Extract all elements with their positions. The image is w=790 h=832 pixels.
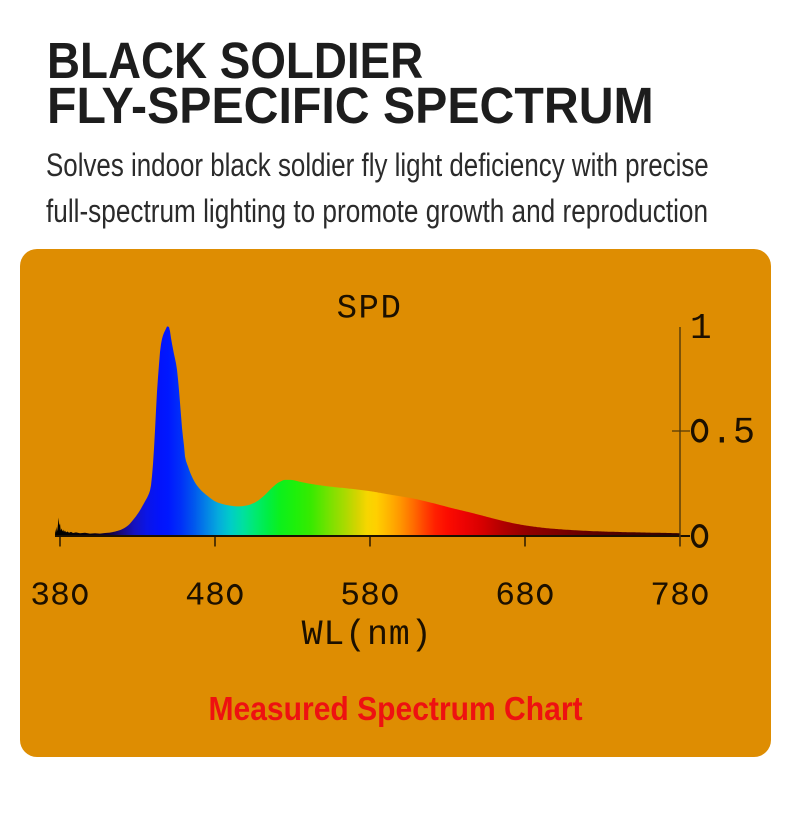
svg-text:1: 1 [690, 308, 712, 349]
svg-text:38: 38 [30, 578, 70, 615]
svg-text:.5: .5 [711, 412, 755, 454]
svg-text:58: 58 [340, 578, 380, 615]
svg-text:78: 78 [650, 578, 690, 615]
svg-text:SPD: SPD [337, 291, 403, 329]
svg-text:WL(nm): WL(nm) [302, 615, 433, 655]
svg-text:48: 48 [185, 578, 225, 615]
svg-text:68: 68 [495, 578, 535, 615]
